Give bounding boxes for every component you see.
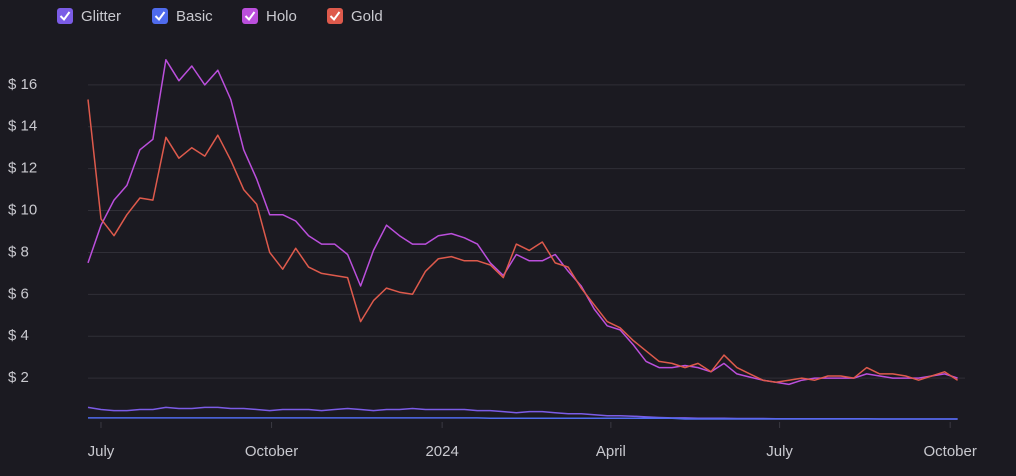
x-tick-label: July [88,443,115,460]
x-tick-label: April [596,443,626,460]
x-tick-label: October [923,443,976,460]
legend-item[interactable]: Gold [327,8,383,25]
legend-checkbox [152,8,168,24]
legend-check [59,11,71,22]
legend-label: Glitter [81,8,121,25]
legend-label: Holo [266,8,297,25]
x-tick-label: October [245,443,298,460]
legend-item[interactable]: Basic [152,8,213,25]
y-tick-label: $ 6 [8,285,29,302]
series-line [87,99,959,384]
y-tick-label: $ 8 [8,243,29,260]
y-tick-label: $ 16 [8,76,37,93]
series-line [88,417,958,420]
y-tick-label: $ 2 [8,369,29,386]
series-line [87,59,958,386]
legend-check [329,11,341,22]
y-tick-label: $ 14 [8,118,37,135]
y-tick-label: $ 10 [8,202,37,219]
legend-item[interactable]: Holo [242,8,297,25]
y-tick-label: $ 12 [8,160,37,177]
x-tick-label: 2024 [425,443,458,460]
legend-item[interactable]: Glitter [57,8,121,25]
legend-check [244,11,256,22]
x-tick-label: July [766,443,793,460]
legend-label: Basic [176,8,213,25]
legend-checkbox [242,8,258,24]
legend-label: Gold [351,8,383,25]
legend-checkbox [327,8,343,24]
legend-check [154,11,166,22]
legend-checkbox [57,8,73,24]
y-tick-label: $ 4 [8,327,29,344]
